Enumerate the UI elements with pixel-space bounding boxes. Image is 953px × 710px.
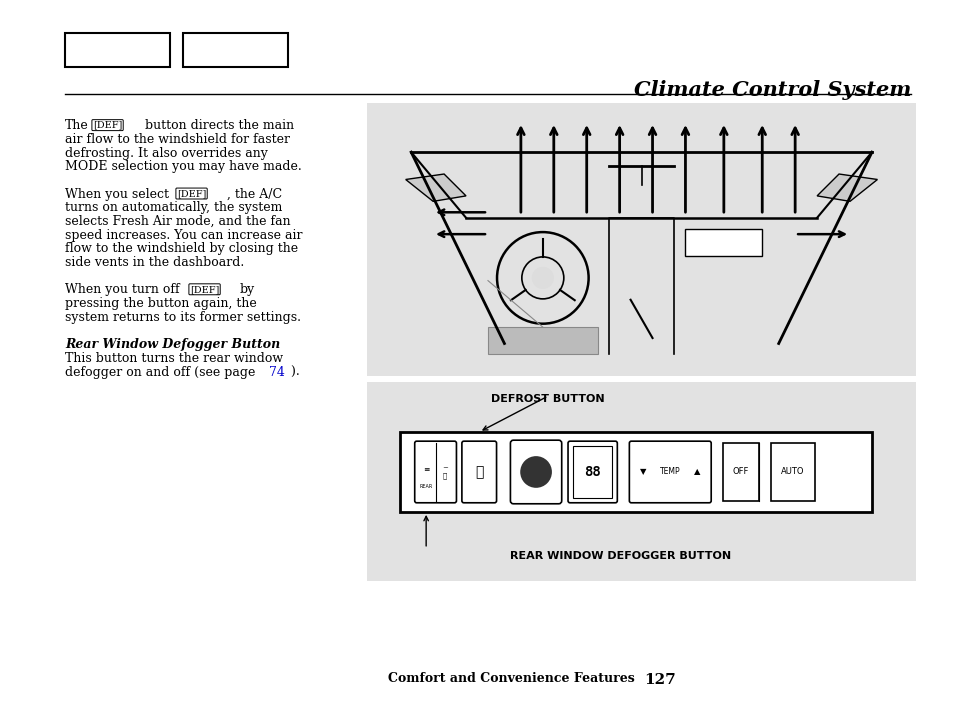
FancyBboxPatch shape xyxy=(629,441,710,503)
Polygon shape xyxy=(405,174,465,202)
Text: ▲: ▲ xyxy=(694,467,700,476)
Text: TEMP: TEMP xyxy=(659,467,679,476)
Text: REAR: REAR xyxy=(419,484,433,489)
Bar xyxy=(367,382,915,581)
Bar xyxy=(65,33,170,67)
Text: ~
⌒: ~ ⌒ xyxy=(441,465,448,479)
Text: The: The xyxy=(65,119,89,132)
Text: When you select: When you select xyxy=(65,187,169,201)
Text: defrosting. It also overrides any: defrosting. It also overrides any xyxy=(65,147,268,160)
Text: 74: 74 xyxy=(269,366,284,378)
Bar xyxy=(183,33,288,67)
Text: Comfort and Convenience Features: Comfort and Convenience Features xyxy=(387,672,634,685)
Polygon shape xyxy=(487,327,597,354)
Text: side vents in the dashboard.: side vents in the dashboard. xyxy=(65,256,244,269)
Text: AUTO: AUTO xyxy=(781,467,803,476)
Text: Climate Control System: Climate Control System xyxy=(633,80,910,99)
FancyBboxPatch shape xyxy=(567,441,617,503)
Text: , the A/C: , the A/C xyxy=(227,187,282,201)
FancyBboxPatch shape xyxy=(415,441,456,503)
Bar xyxy=(400,432,871,512)
Text: DEFROST BUTTON: DEFROST BUTTON xyxy=(491,394,604,404)
Circle shape xyxy=(532,268,553,288)
Bar xyxy=(722,443,758,501)
Bar xyxy=(684,229,761,256)
Text: This button turns the rear window: This button turns the rear window xyxy=(65,352,283,365)
Polygon shape xyxy=(816,174,877,202)
Text: [DEF]: [DEF] xyxy=(92,121,122,130)
Bar xyxy=(367,103,915,376)
Text: speed increases. You can increase air: speed increases. You can increase air xyxy=(65,229,302,241)
Text: When you turn off: When you turn off xyxy=(65,283,179,297)
Bar xyxy=(770,443,814,501)
Text: 88: 88 xyxy=(583,465,600,479)
Text: by: by xyxy=(239,283,254,297)
Text: 🚗: 🚗 xyxy=(475,465,483,479)
Text: [DEF]: [DEF] xyxy=(176,189,206,198)
Text: system returns to its former settings.: system returns to its former settings. xyxy=(65,311,300,324)
Text: button directs the main: button directs the main xyxy=(145,119,294,132)
Text: [DEF]: [DEF] xyxy=(190,285,219,294)
Text: Rear Window Defogger Button: Rear Window Defogger Button xyxy=(65,338,280,351)
Text: air flow to the windshield for faster: air flow to the windshield for faster xyxy=(65,133,290,146)
Text: flow to the windshield by closing the: flow to the windshield by closing the xyxy=(65,242,297,256)
Bar xyxy=(573,446,612,498)
Text: ).: ). xyxy=(287,366,299,378)
Text: ▼: ▼ xyxy=(639,467,645,476)
Text: pressing the button again, the: pressing the button again, the xyxy=(65,297,256,310)
Text: 127: 127 xyxy=(643,672,675,687)
Text: selects Fresh Air mode, and the fan: selects Fresh Air mode, and the fan xyxy=(65,215,291,228)
Text: ≡: ≡ xyxy=(422,464,429,474)
Text: REAR WINDOW DEFOGGER BUTTON: REAR WINDOW DEFOGGER BUTTON xyxy=(509,551,730,561)
Text: defogger on and off (see page: defogger on and off (see page xyxy=(65,366,259,378)
FancyBboxPatch shape xyxy=(510,440,561,504)
Circle shape xyxy=(519,456,552,488)
Text: turns on automatically, the system: turns on automatically, the system xyxy=(65,202,282,214)
Text: OFF: OFF xyxy=(732,467,748,476)
Text: MODE selection you may have made.: MODE selection you may have made. xyxy=(65,160,301,173)
FancyBboxPatch shape xyxy=(461,441,496,503)
